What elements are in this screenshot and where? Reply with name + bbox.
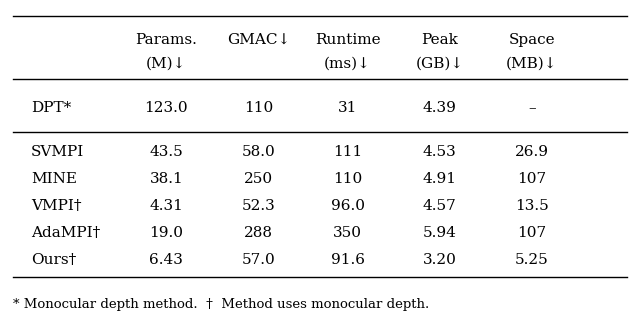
Text: 288: 288 xyxy=(244,226,273,240)
Text: 4.31: 4.31 xyxy=(150,199,183,213)
Text: AdaMPI†: AdaMPI† xyxy=(31,226,100,240)
Text: 58.0: 58.0 xyxy=(242,145,275,159)
Text: 110: 110 xyxy=(244,101,273,115)
Text: * Monocular depth method.  †  Method uses monocular depth.: * Monocular depth method. † Method uses … xyxy=(13,298,429,311)
Text: Ours†: Ours† xyxy=(31,253,77,267)
Text: VMPI†: VMPI† xyxy=(31,199,82,213)
Text: (MB)↓: (MB)↓ xyxy=(506,57,557,71)
Text: Space: Space xyxy=(509,33,556,47)
Text: SVMPI: SVMPI xyxy=(31,145,84,159)
Text: 5.94: 5.94 xyxy=(423,226,457,240)
Text: MINE: MINE xyxy=(31,172,77,186)
Text: Params.: Params. xyxy=(136,33,197,47)
Text: 38.1: 38.1 xyxy=(150,172,183,186)
Text: 350: 350 xyxy=(333,226,362,240)
Text: 91.6: 91.6 xyxy=(331,253,365,267)
Text: 111: 111 xyxy=(333,145,362,159)
Text: (GB)↓: (GB)↓ xyxy=(416,57,464,71)
Text: 4.53: 4.53 xyxy=(423,145,457,159)
Text: 6.43: 6.43 xyxy=(150,253,183,267)
Text: 250: 250 xyxy=(244,172,273,186)
Text: (ms)↓: (ms)↓ xyxy=(324,57,371,71)
Text: 4.91: 4.91 xyxy=(423,172,457,186)
Text: 13.5: 13.5 xyxy=(515,199,549,213)
Text: 107: 107 xyxy=(517,226,547,240)
Text: 4.39: 4.39 xyxy=(423,101,457,115)
Text: 123.0: 123.0 xyxy=(145,101,188,115)
Text: 19.0: 19.0 xyxy=(149,226,184,240)
Text: 43.5: 43.5 xyxy=(150,145,183,159)
Text: DPT*: DPT* xyxy=(31,101,72,115)
Text: 96.0: 96.0 xyxy=(331,199,365,213)
Text: 107: 107 xyxy=(517,172,547,186)
Text: Runtime: Runtime xyxy=(315,33,380,47)
Text: 57.0: 57.0 xyxy=(242,253,275,267)
Text: (M)↓: (M)↓ xyxy=(146,57,187,71)
Text: GMAC↓: GMAC↓ xyxy=(227,33,290,47)
Text: 110: 110 xyxy=(333,172,362,186)
Text: 5.25: 5.25 xyxy=(515,253,549,267)
Text: 4.57: 4.57 xyxy=(423,199,457,213)
Text: 3.20: 3.20 xyxy=(423,253,457,267)
Text: 26.9: 26.9 xyxy=(515,145,549,159)
Text: Peak: Peak xyxy=(421,33,458,47)
Text: 52.3: 52.3 xyxy=(242,199,275,213)
Text: –: – xyxy=(528,101,536,115)
Text: 31: 31 xyxy=(338,101,357,115)
